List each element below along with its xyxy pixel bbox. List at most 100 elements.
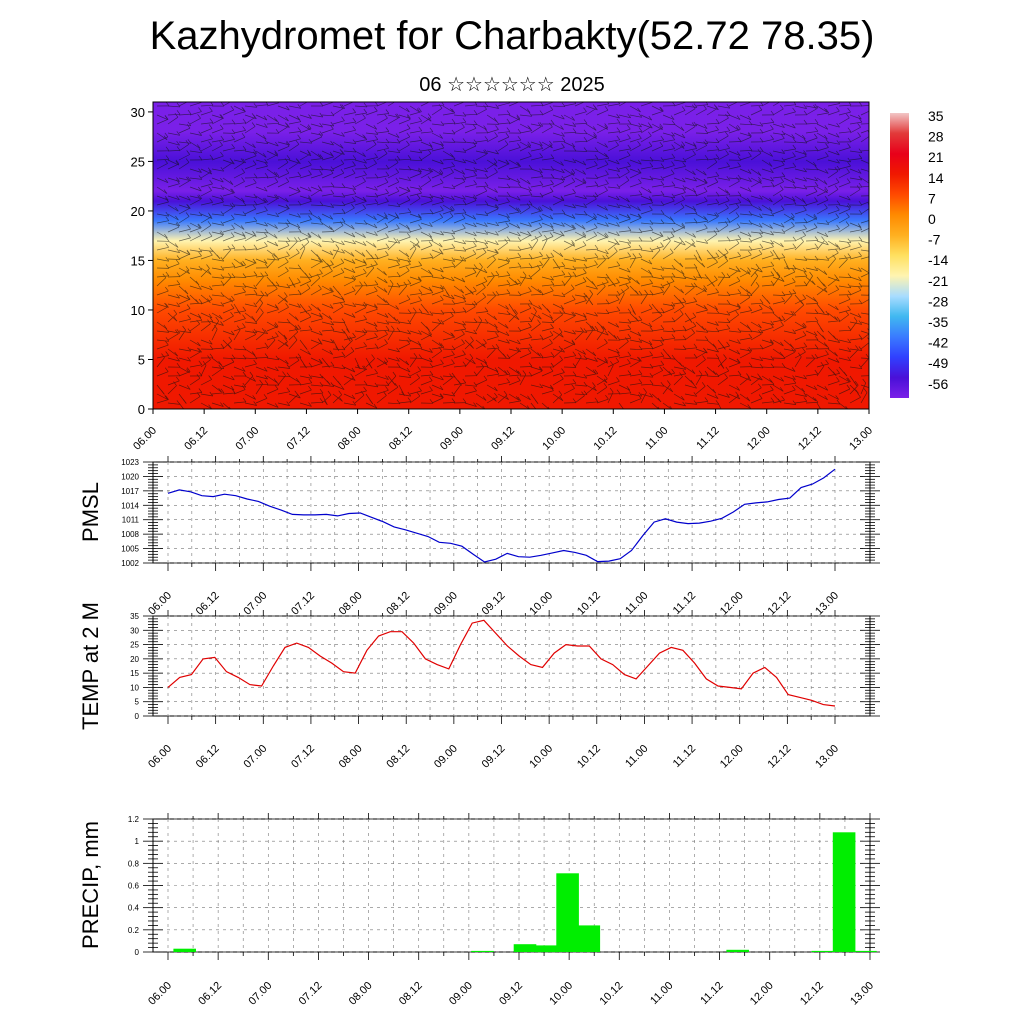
x-tick-label: 07.00 [241,743,269,771]
x-tick-label: 12.12 [766,743,794,771]
x-tick-label: 09.00 [432,743,460,771]
x-tick-label: 09.00 [438,425,466,453]
colorbar-label: -21 [928,273,948,289]
y-tick-label: 0.6 [128,882,140,891]
x-tick-label: 12.00 [745,425,773,453]
precip-bar [726,949,749,952]
x-tick-label: 10.12 [597,980,625,1008]
pmsl-series-line [167,468,836,563]
x-tick-label: 08.00 [336,425,364,453]
x-tick-label: 08.00 [337,590,365,618]
x-tick-label: 07.12 [297,980,325,1008]
x-tick-label: 08.00 [337,743,365,771]
x-tick-label: 13.00 [813,743,841,771]
y-tick-label: 1011 [122,516,140,525]
y-tick-label: 1005 [121,545,139,554]
y-axis-label: PRECIP, mm [78,821,103,949]
x-tick-label: 08.12 [397,980,425,1008]
x-tick-label: 06.00 [146,980,174,1008]
x-tick-label: 10.00 [527,743,555,771]
wind-barbs [156,102,869,409]
colorbar-label: -7 [928,232,941,248]
x-tick-label: 07.00 [246,980,274,1008]
precip-bar [535,945,558,953]
x-tick-label: 11.00 [643,425,670,452]
y-tick-label: 1017 [121,487,139,496]
y-tick-label: 15 [131,253,145,268]
y-axis-label: TEMP at 2 M [78,602,103,730]
y-tick-label: 0.8 [128,859,140,868]
y-tick-label: 1014 [121,501,139,510]
x-tick-label: 11.00 [623,590,650,617]
x-tick-label: 06.12 [196,980,224,1008]
colorbar-ramp [890,113,909,398]
y-tick-label: 25 [130,641,139,650]
y-tick-label: 1023 [121,458,139,467]
colorbar-label: -49 [928,355,948,371]
colorbar-label: 7 [928,190,936,206]
x-tick-label: 12.00 [748,980,776,1008]
y-tick-label: 30 [130,626,139,635]
x-tick-label: 12.12 [798,980,826,1008]
x-tick-label: 11.12 [671,743,698,770]
colorbar-label: -35 [928,314,948,330]
precip-bar [577,925,601,952]
x-tick-label: 10.00 [540,425,568,453]
precip-bar [513,944,537,952]
x-tick-label: 06.00 [146,590,174,618]
plot-frame [152,615,871,717]
x-tick-label: 10.00 [527,590,555,618]
x-tick-label: 11.00 [623,743,650,770]
plot-frame [152,461,871,564]
colorbar-label: -42 [928,335,948,351]
y-tick-label: 1020 [121,472,139,481]
y-tick-label: 0 [135,712,140,721]
y-tick-label: 20 [130,655,139,664]
x-tick-label: 09.00 [432,590,460,618]
y-tick-label: 5 [138,352,145,367]
y-tick-label: 25 [131,154,145,169]
precip-bar [832,832,856,952]
x-tick-label: 10.12 [575,743,603,771]
y-tick-label: 1.2 [128,815,140,824]
precip-panel: 0 0.2 0.4 0.6 0.8 1 1.2 06.00 06.12 07.00 07.12 08.… [78,813,880,1008]
grid [153,818,870,953]
minor-ticks [143,615,880,717]
x-tick-label: 12.00 [718,590,746,618]
x-tick-label: 11.12 [694,425,721,452]
y-tick-label: 35 [130,612,139,621]
minor-ticks [143,461,880,564]
x-tick-label: 09.12 [497,980,525,1008]
colorbar-label: -28 [928,293,948,309]
x-tick-label: 12.12 [766,590,794,618]
y-tick-label: 1008 [121,530,139,539]
x-tick-label: 09.12 [489,425,517,453]
colorbar-label: -14 [928,252,948,268]
x-tick-label: 08.12 [384,590,412,618]
x-tick-label: 10.00 [547,980,575,1008]
x-tick-label: 12.12 [796,425,824,453]
x-tick-label: 08.12 [384,743,412,771]
x-tick-label: 06.12 [194,590,222,618]
x-tick-label: 07.12 [285,425,313,453]
chart-subtitle: 06 ☆☆☆☆☆☆ 2025 [419,74,605,96]
x-tick-label: 09.00 [447,980,475,1008]
x-tick-label: 13.00 [813,590,841,618]
grid [153,615,870,717]
x-tick-label: 12.00 [718,743,746,771]
y-tick-label: 0.4 [128,904,140,913]
y-tick-label: 5 [135,698,140,707]
temperature-panel: 0 5 10 15 20 25 30 35 06.00 06.12 07.00 07.12 08.00 0… [78,602,880,771]
precip-bar [471,950,494,952]
temp-series-line [167,619,836,707]
pmsl-panel: 1002 1005 1008 1011 1014 1017 1020 1023 06.00 06.… [78,456,880,618]
y-tick-label: 15 [130,669,139,678]
grid [153,461,870,564]
x-tick-label: 06.12 [182,425,210,453]
colorbar-label: 0 [928,211,936,227]
precip-bar [811,950,835,952]
y-tick-label: 20 [131,204,145,219]
y-tick-label: 1002 [121,559,139,568]
y-tick-label: 1 [135,837,140,846]
x-tick-label: 06.12 [194,743,222,771]
